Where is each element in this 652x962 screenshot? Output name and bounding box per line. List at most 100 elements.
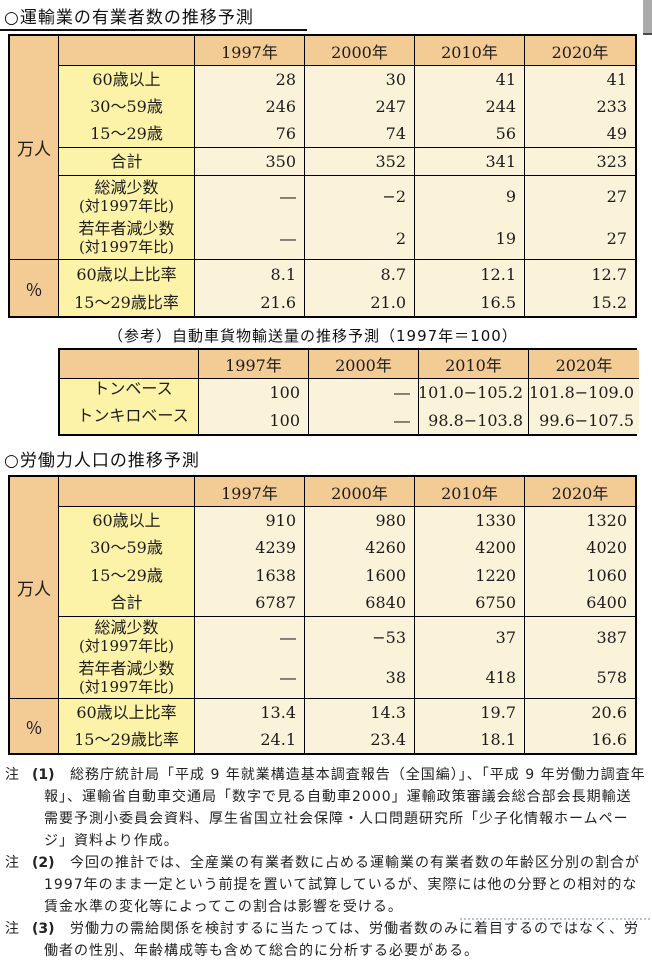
cell-value: 37 — [415, 617, 525, 658]
cell-value: 1330 — [415, 507, 525, 535]
header-year: 1997年 — [195, 477, 305, 506]
row-label: 合計 — [59, 588, 195, 616]
row-label: 60歳以上比率 — [59, 699, 195, 726]
note-marker: 注 — [5, 921, 20, 937]
transport-unit-column: 万人 ％ — [10, 36, 59, 316]
cell-value: 1638 — [195, 561, 305, 589]
row-label: 15〜29歳比率 — [59, 288, 195, 316]
note-text: 今回の推計では、全産業の有業者数に占める運輸業の有業者数の年齢区分別の割合が19… — [44, 855, 640, 915]
header-year: 2010年 — [419, 350, 529, 378]
cell-value: −2 — [305, 176, 415, 218]
unit-label-10k: 万人 — [17, 580, 51, 600]
header-year: 2010年 — [415, 36, 525, 65]
note-number: (1) — [32, 767, 55, 783]
labor-ratio-block: 60歳以上比率 13.4 14.3 19.7 20.6 15〜29歳比率 24.… — [59, 698, 635, 753]
cell-value: 418 — [415, 657, 525, 698]
cell-value: 350 — [195, 148, 305, 175]
cell-value: 12.7 — [525, 260, 635, 288]
table-row: 30〜59歳 246 247 244 233 — [59, 93, 635, 120]
cell-value: ― — [195, 176, 305, 218]
header-spacer — [60, 350, 199, 378]
unit-label-10k: 万人 — [17, 140, 51, 160]
cell-value: 74 — [305, 120, 415, 147]
table-row: 15〜29歳 1638 1600 1220 1060 — [59, 561, 635, 589]
cell-value: 387 — [525, 617, 635, 658]
cell-value: 1320 — [525, 507, 635, 535]
freight-table-title: （参考）自動車貨物輸送量の推移予測（1997年＝100） — [108, 327, 518, 345]
cell-value: 2 — [305, 217, 415, 259]
note-marker: 注 — [5, 767, 20, 783]
cell-value: 100 — [199, 379, 309, 406]
footnote-2: 注 (2) 今回の推計では、全産業の有業者数に占める運輸業の有業者数の年齢区分別… — [0, 852, 652, 918]
cell-value: 578 — [525, 657, 635, 698]
table-row: 合計 6787 6840 6750 6400 — [59, 588, 635, 616]
row-label: 60歳以上 — [59, 66, 195, 93]
row-sublabel: (対1997年比) — [79, 196, 174, 215]
freight-header-row: 1997年 2000年 2010年 2020年 — [60, 350, 639, 378]
unit-label-percent: ％ — [10, 259, 58, 316]
scrollbar-thumb[interactable] — [643, 0, 652, 35]
cell-value: 1220 — [415, 561, 525, 589]
transport-ratio-block: 60歳以上比率 8.1 8.7 12.1 12.7 15〜29歳比率 21.6 … — [59, 259, 635, 316]
labor-decrease-block: 総減少数 (対1997年比) ― −53 37 387 若年者減少数 (対1997年… — [59, 616, 635, 698]
row-label: 30〜59歳 — [59, 93, 195, 120]
table-row: 15〜29歳比率 24.1 23.4 18.1 16.6 — [59, 726, 635, 753]
cell-value: 20.6 — [525, 699, 635, 726]
table-row: 若年者減少数 (対1997年比) ― 38 418 578 — [59, 657, 635, 698]
cell-value: 1060 — [525, 561, 635, 589]
table-row: トンベース 100 ― 101.0−105.2 101.8−109.0 — [60, 379, 639, 406]
table-row: 60歳以上比率 8.1 8.7 12.1 12.7 — [59, 260, 635, 288]
row-sublabel: (対1997年比) — [79, 677, 174, 696]
header-year: 2020年 — [529, 350, 639, 378]
header-year: 1997年 — [199, 350, 309, 378]
cell-value: 244 — [415, 93, 525, 120]
table-row: 60歳以上 28 30 41 41 — [59, 66, 635, 93]
cell-value: 4200 — [415, 534, 525, 562]
cell-value: 323 — [525, 148, 635, 175]
cell-value: 27 — [525, 176, 635, 218]
cell-value: 980 — [305, 507, 415, 535]
table-row: 30〜59歳 4239 4260 4200 4020 — [59, 534, 635, 562]
header-year: 2010年 — [415, 477, 525, 506]
cell-value: 27 — [525, 217, 635, 259]
cell-value: 16.6 — [525, 726, 635, 753]
cell-value: 21.6 — [195, 288, 305, 316]
row-label: 総減少数 — [94, 618, 159, 638]
cell-value: 341 — [415, 148, 525, 175]
cell-value: 6787 — [195, 588, 305, 616]
cell-value: 15.2 — [525, 288, 635, 316]
freight-tonkilo-row: トンキロベース 100 ― 98.8−103.8 99.6−107.5 — [60, 406, 639, 434]
cell-value: 4260 — [305, 534, 415, 562]
row-label: 60歳以上比率 — [59, 260, 195, 288]
row-label: 15〜29歳 — [59, 120, 195, 147]
cell-value: 16.5 — [415, 288, 525, 316]
transport-table: 万人 ％ 1997年 2000年 2010年 2020年 60歳以上 28 30… — [8, 34, 637, 318]
cell-value: 38 — [305, 657, 415, 698]
transport-total-row: 合計 350 352 341 323 — [59, 147, 635, 175]
cell-value: 14.3 — [305, 699, 415, 726]
table-row: 15〜29歳 76 74 56 49 — [59, 120, 635, 147]
freight-ton-row: トンベース 100 ― 101.0−105.2 101.8−109.0 — [60, 378, 639, 406]
row-label: 15〜29歳比率 — [59, 726, 195, 753]
cell-value: 23.4 — [305, 726, 415, 753]
cell-value: ― — [195, 217, 305, 259]
transport-age-block: 60歳以上 28 30 41 41 30〜59歳 246 247 244 233… — [59, 65, 635, 147]
cell-value: 101.8−109.0 — [529, 379, 639, 406]
cell-value: 4239 — [195, 534, 305, 562]
table-row: 15〜29歳比率 21.6 21.0 16.5 15.2 — [59, 288, 635, 316]
labor-unit-column: 万人 ％ — [10, 477, 59, 753]
cell-value: ― — [195, 617, 305, 658]
row-label: 15〜29歳 — [59, 561, 195, 589]
unit-label-percent: ％ — [10, 698, 58, 753]
labor-header-row: 1997年 2000年 2010年 2020年 — [59, 477, 635, 506]
note-marker: 注 — [5, 855, 20, 871]
cell-value: 9 — [415, 176, 525, 218]
table-row: 総減少数 (対1997年比) ― −53 37 387 — [59, 617, 635, 658]
cell-value: 30 — [305, 66, 415, 93]
cell-value: 19.7 — [415, 699, 525, 726]
cell-value: 910 — [195, 507, 305, 535]
cell-value: 233 — [525, 93, 635, 120]
table-row: 60歳以上比率 13.4 14.3 19.7 20.6 — [59, 699, 635, 726]
cell-value: 56 — [415, 120, 525, 147]
